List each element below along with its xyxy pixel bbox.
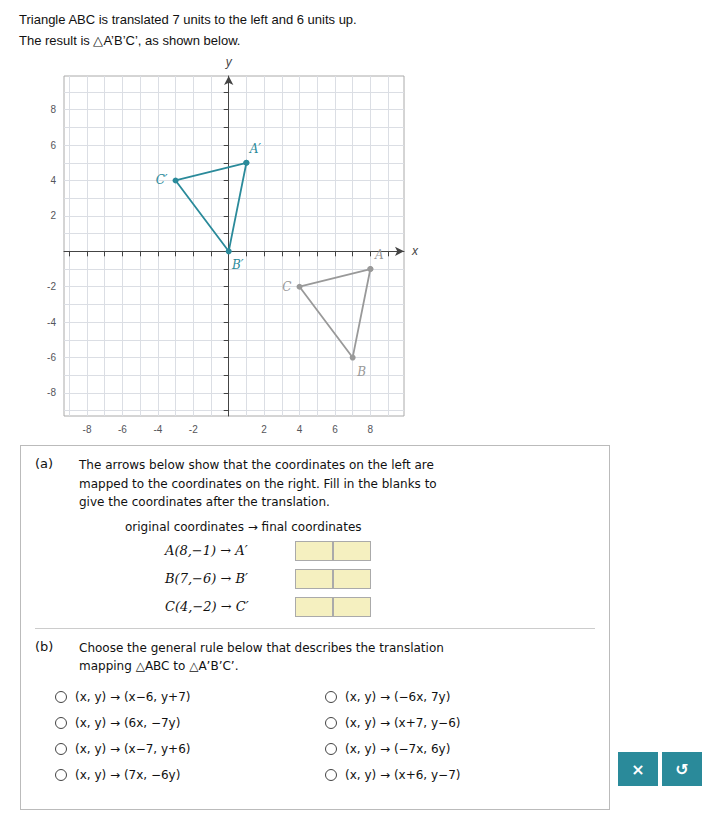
svg-text:-8: -8	[83, 424, 92, 435]
html-text:(a): (a)	[35, 456, 54, 471]
svg-text:4: 4	[50, 175, 56, 186]
svg-text:B′: B′	[231, 258, 244, 272]
svg-text:Triangle ABC is translated 7 u: Triangle ABC is translated 7 units to th…	[19, 12, 357, 27]
html-text:(b): (b)	[35, 638, 54, 654]
svg-text:-4: -4	[47, 317, 56, 328]
svg-text:-2: -2	[47, 281, 56, 292]
svg-text:8: 8	[368, 424, 374, 435]
html-text:(x, y) → (−7x, 6y): (x, y) → (−7x, 6y)	[345, 742, 451, 756]
html-text:B(7,−6) → B′: B(7,−6) → B′	[165, 571, 248, 587]
svg-text:2: 2	[50, 210, 56, 221]
html-text:(x, y) → (x−6, y+7): (x, y) → (x−6, y+7)	[75, 690, 191, 704]
svg-text:x: x	[411, 244, 419, 258]
svg-text:4: 4	[297, 424, 303, 435]
svg-text:6: 6	[50, 140, 56, 151]
html-text:original coordinates → final c: original coordinates → final coordinates	[125, 519, 362, 534]
svg-text:A′: A′	[249, 142, 262, 156]
svg-text:6: 6	[332, 424, 338, 435]
svg-text:The result is △A’B’C’, as show: The result is △A’B’C’, as shown below.	[19, 33, 240, 48]
html-text:C(4,−2) → C′: C(4,−2) → C′	[165, 599, 249, 615]
html-text:(x, y) → (x−7, y+6): (x, y) → (x−7, y+6)	[75, 742, 191, 756]
svg-text:-4: -4	[153, 424, 162, 435]
svg-text:B: B	[356, 365, 366, 379]
svg-text:C′: C′	[156, 173, 168, 187]
html-text:(x, y) → (x+7, y−6): (x, y) → (x+7, y−6)	[345, 716, 461, 730]
html-text:(x, y) → (7x, −6y): (x, y) → (7x, −6y)	[75, 768, 181, 782]
html-text:A(8,−1) → A′: A(8,−1) → A′	[165, 543, 248, 559]
svg-text:-2: -2	[189, 424, 198, 435]
html-text:The arrows below show that the: The arrows below show that the coordinat…	[79, 458, 437, 510]
html-text:Choose the general rule below: Choose the general rule below that descr…	[79, 640, 444, 674]
html-text:(x, y) → (6x, −7y): (x, y) → (6x, −7y)	[75, 716, 181, 730]
svg-text:A: A	[374, 248, 384, 262]
html-text:(x, y) → (−6x, 7y): (x, y) → (−6x, 7y)	[345, 690, 451, 704]
svg-text:8: 8	[50, 104, 56, 115]
svg-text:y: y	[225, 55, 233, 69]
svg-text:-6: -6	[47, 352, 56, 363]
html-text:(x, y) → (x+6, y−7): (x, y) → (x+6, y−7)	[345, 768, 461, 782]
svg-text:C: C	[282, 280, 291, 294]
svg-text:2: 2	[261, 424, 267, 435]
svg-text:-8: -8	[47, 387, 56, 398]
svg-text:-6: -6	[118, 424, 127, 435]
